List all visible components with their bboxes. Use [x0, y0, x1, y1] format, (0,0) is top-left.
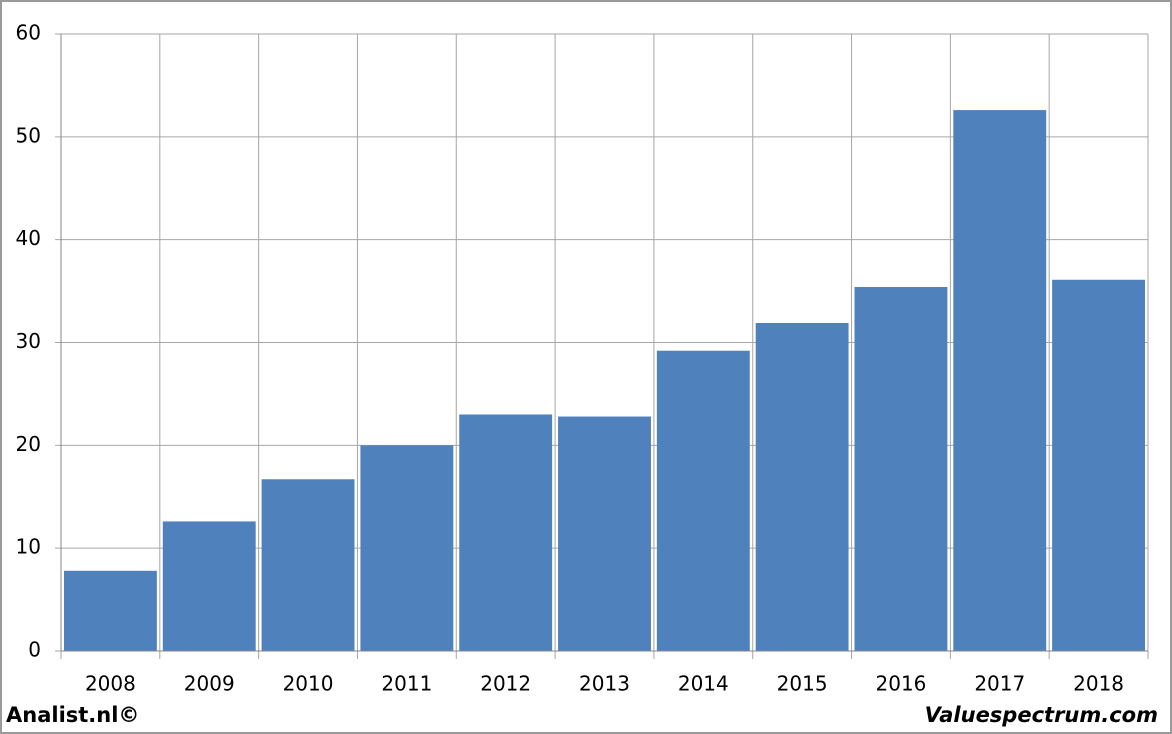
x-tick-label: 2010 [283, 672, 334, 696]
x-tick-label: 2009 [184, 672, 235, 696]
bar [261, 479, 355, 651]
x-tick-label: 2017 [974, 672, 1025, 696]
y-tick-label: 20 [16, 432, 41, 456]
footer-left: Analist.nl© [6, 703, 139, 727]
bar [162, 521, 256, 651]
x-tick-label: 2018 [1073, 672, 1124, 696]
bar [360, 445, 454, 651]
x-tick-label: 2011 [381, 672, 432, 696]
x-tick-label: 2008 [85, 672, 136, 696]
y-tick-label: 50 [16, 123, 41, 147]
bar [63, 570, 157, 651]
y-tick-label: 40 [16, 226, 41, 250]
y-tick-label: 0 [28, 638, 41, 662]
x-tick-label: 2013 [579, 672, 630, 696]
bar [755, 322, 849, 651]
y-tick-label: 10 [16, 535, 41, 559]
plot-area: 0 10 20 30 40 50 60 2008 2009 2010 2011 2012 2013 201… [16, 21, 1149, 696]
bar [953, 110, 1047, 651]
bar [1052, 279, 1146, 651]
x-tick-label: 2012 [480, 672, 531, 696]
footer-right: Valuespectrum.com [925, 703, 1158, 727]
x-tick-label: 2014 [678, 672, 729, 696]
y-tick-label: 60 [16, 21, 41, 45]
bar [558, 416, 651, 651]
y-tick-label: 30 [16, 329, 41, 353]
x-tick-label: 2015 [777, 672, 828, 696]
bar [656, 350, 750, 651]
bar [854, 286, 948, 651]
bar [459, 414, 553, 651]
x-tick-label: 2016 [876, 672, 927, 696]
